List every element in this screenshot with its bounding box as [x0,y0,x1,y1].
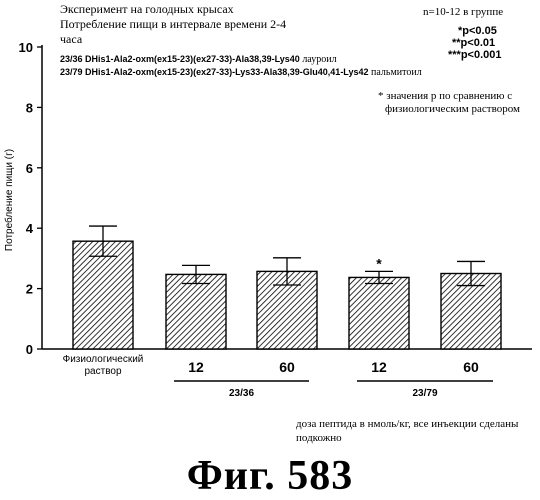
bar-3 [349,277,409,349]
y-tick-label-4: 4 [26,221,34,236]
category-label-2: 60 [279,359,295,375]
footnote-line-2: подкожно [296,432,342,444]
y-tick-label-0: 0 [26,342,33,357]
category-label-3: 12 [371,359,387,375]
y-tick-label-10: 10 [19,40,33,55]
bar-1 [166,274,226,349]
group-label-0: 23/36 [229,388,254,399]
category-label-4: 60 [463,359,479,375]
group-label-1: 23/79 [412,388,437,399]
y-tick-label-6: 6 [26,161,33,176]
y-tick-label-8: 8 [26,100,33,115]
category-label-0-line-2: раствор [84,366,121,377]
footnote-line-1: доза пептида в нмоль/кг, все инъекции сд… [296,418,518,430]
category-label-0-line-1: Физиологический [63,354,144,365]
figure-label: Фиг. 583 [0,452,540,500]
y-axis-label: Потребление пищи (г) [3,149,15,251]
significance-marker-3: * [376,255,382,271]
category-label-1: 12 [188,359,204,375]
bar-0 [73,241,133,349]
y-tick-label-2: 2 [26,282,33,297]
